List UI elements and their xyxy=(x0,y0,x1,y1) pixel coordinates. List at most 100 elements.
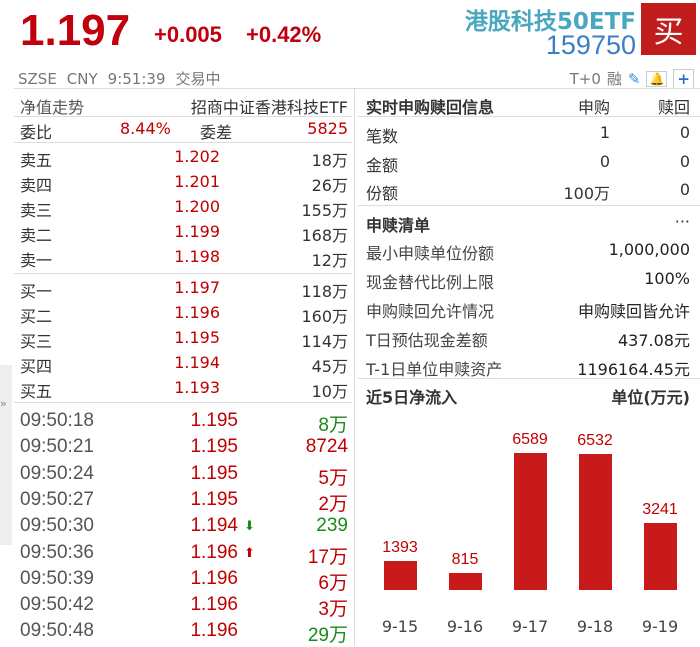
ask-row: 卖一 1.198 12万 xyxy=(20,247,348,271)
trade-volume: 239 xyxy=(316,515,348,537)
realtime-row: 金额 0 0 xyxy=(366,152,690,176)
realtime-header: 实时申购赎回信息 申购 赎回 xyxy=(366,94,690,118)
subscribe-value: 100万 xyxy=(563,184,610,203)
subscribe-value: 0 xyxy=(599,151,610,171)
arrow-up-icon xyxy=(238,489,268,516)
trade-price: 1.195 xyxy=(190,436,238,458)
realtime-row: 笔数 1 0 xyxy=(366,123,690,147)
level-volume: 26万 xyxy=(311,176,348,195)
bid-row: 买三 1.195 114万 xyxy=(20,328,348,352)
diff-value: 5825 xyxy=(307,119,348,138)
level-volume: 155万 xyxy=(301,201,348,220)
trade-row: 09:50:39 1.196 6万 xyxy=(20,568,348,595)
diff-label: 委差 xyxy=(200,123,233,142)
trade-row: 09:50:36 1.196 ⬆ 17万 xyxy=(20,542,348,569)
chart-header: 近5日净流入 单位(万元) xyxy=(366,384,690,408)
trade-volume: 2万 xyxy=(318,493,348,515)
bar xyxy=(579,454,612,590)
bid-row: 买四 1.194 45万 xyxy=(20,353,348,377)
trade-time: 09:50:48 xyxy=(20,620,94,642)
redeem-value: 0 xyxy=(679,151,690,171)
redeem-value: 0 xyxy=(679,123,690,142)
x-tick-label: 9-18 xyxy=(576,617,614,636)
x-tick-label: 9-15 xyxy=(381,617,419,636)
trade-volume: 29万 xyxy=(307,625,348,647)
toolbar: T+0 融 ✎ 🔔 + xyxy=(570,68,694,89)
chart-title: 近5日净流入 xyxy=(366,388,458,407)
bar xyxy=(644,522,677,590)
redeem-value: 0 xyxy=(679,180,690,199)
list-item: T-1日单位申赎资产 1196164.45元 xyxy=(366,356,690,380)
trade-row: 09:50:18 1.195 8万 xyxy=(20,410,348,437)
exchange: SZSE xyxy=(18,70,57,88)
ratio-label: 委比 xyxy=(20,123,53,142)
trade-price: 1.196 xyxy=(190,541,238,563)
level-volume: 118万 xyxy=(301,282,348,301)
item-value: 100% xyxy=(644,269,690,288)
row-label: 笔数 xyxy=(366,127,399,146)
bar xyxy=(384,561,417,590)
realtime-row: 份额 100万 0 xyxy=(366,180,690,204)
tab-nav-trend[interactable]: 净值走势 xyxy=(20,98,85,117)
level-volume: 168万 xyxy=(301,226,348,245)
list-header: 申赎清单 ··· xyxy=(366,212,690,236)
quote-time: 9:51:39 xyxy=(107,70,166,88)
level-label: 卖三 xyxy=(20,201,53,220)
ask-row: 卖二 1.199 168万 xyxy=(20,222,348,246)
edit-icon[interactable]: ✎ xyxy=(627,69,641,88)
x-tick-label: 9-16 xyxy=(446,617,484,636)
trade-price: 1.195 xyxy=(190,462,238,484)
fund-code: 159750 xyxy=(545,30,636,60)
trade-time: 09:50:36 xyxy=(20,541,94,563)
level-label: 卖四 xyxy=(20,176,53,195)
left-header: 净值走势 招商中证香港科技ETF xyxy=(20,94,348,118)
price-change: +0.005 xyxy=(154,22,222,47)
bar xyxy=(449,573,482,590)
trade-time: 09:50:18 xyxy=(20,410,94,431)
trade-volume: 3万 xyxy=(318,599,348,621)
bar-value-label: 6532 xyxy=(577,432,613,450)
level-label: 买五 xyxy=(20,382,53,401)
chart-unit: 单位(万元) xyxy=(611,388,690,407)
trade-price: 1.196 xyxy=(190,567,238,589)
bid-row: 买二 1.196 160万 xyxy=(20,303,348,327)
subscribe-value: 1 xyxy=(599,123,610,142)
x-tick-label: 9-19 xyxy=(641,617,679,636)
fund-short-name: 港股科技50ETF xyxy=(464,9,636,35)
level-price: 1.200 xyxy=(174,197,220,216)
bar-value-label: 1393 xyxy=(382,539,418,557)
bar-value-label: 815 xyxy=(451,551,479,569)
trade-time: 09:50:42 xyxy=(20,594,94,616)
ask-row: 卖四 1.201 26万 xyxy=(20,172,348,196)
trade-time: 09:50:27 xyxy=(20,488,94,510)
more-button[interactable]: ··· xyxy=(674,212,690,231)
level-price: 1.202 xyxy=(174,147,220,166)
level-label: 卖一 xyxy=(20,251,53,270)
bell-icon[interactable]: 🔔 xyxy=(646,70,668,87)
item-value: 申购赎回皆允许 xyxy=(577,302,690,321)
level-volume: 160万 xyxy=(301,307,348,326)
item-label: 现金替代比例上限 xyxy=(366,273,495,292)
trade-volume: 8万 xyxy=(318,415,348,436)
level-price: 1.195 xyxy=(174,328,220,347)
level-price: 1.198 xyxy=(174,247,220,266)
trade-price: 1.195 xyxy=(190,488,238,510)
buy-button[interactable]: 买 xyxy=(641,3,696,55)
trade-price: 1.195 xyxy=(190,410,238,431)
ask-row: 卖三 1.200 155万 xyxy=(20,197,348,221)
row-label: 金额 xyxy=(366,155,399,175)
trade-row: 09:50:30 1.194 ⬇ 239 xyxy=(20,515,348,537)
arrow-up-icon xyxy=(238,463,268,490)
item-value: 1,000,000 xyxy=(608,240,690,259)
expand-sidebar-button[interactable]: » xyxy=(0,365,12,545)
arrow-up-icon xyxy=(238,568,268,595)
margin-label: 融 xyxy=(606,70,622,88)
list-title: 申赎清单 xyxy=(366,216,431,235)
col-subscribe: 申购 xyxy=(577,98,610,117)
level-price: 1.199 xyxy=(174,222,220,241)
trade-row: 09:50:42 1.196 3万 xyxy=(20,594,348,621)
trade-price: 1.194 xyxy=(190,515,238,537)
level-price: 1.193 xyxy=(174,378,220,397)
add-icon[interactable]: + xyxy=(673,68,694,89)
item-label: 申购赎回允许情况 xyxy=(366,302,495,321)
